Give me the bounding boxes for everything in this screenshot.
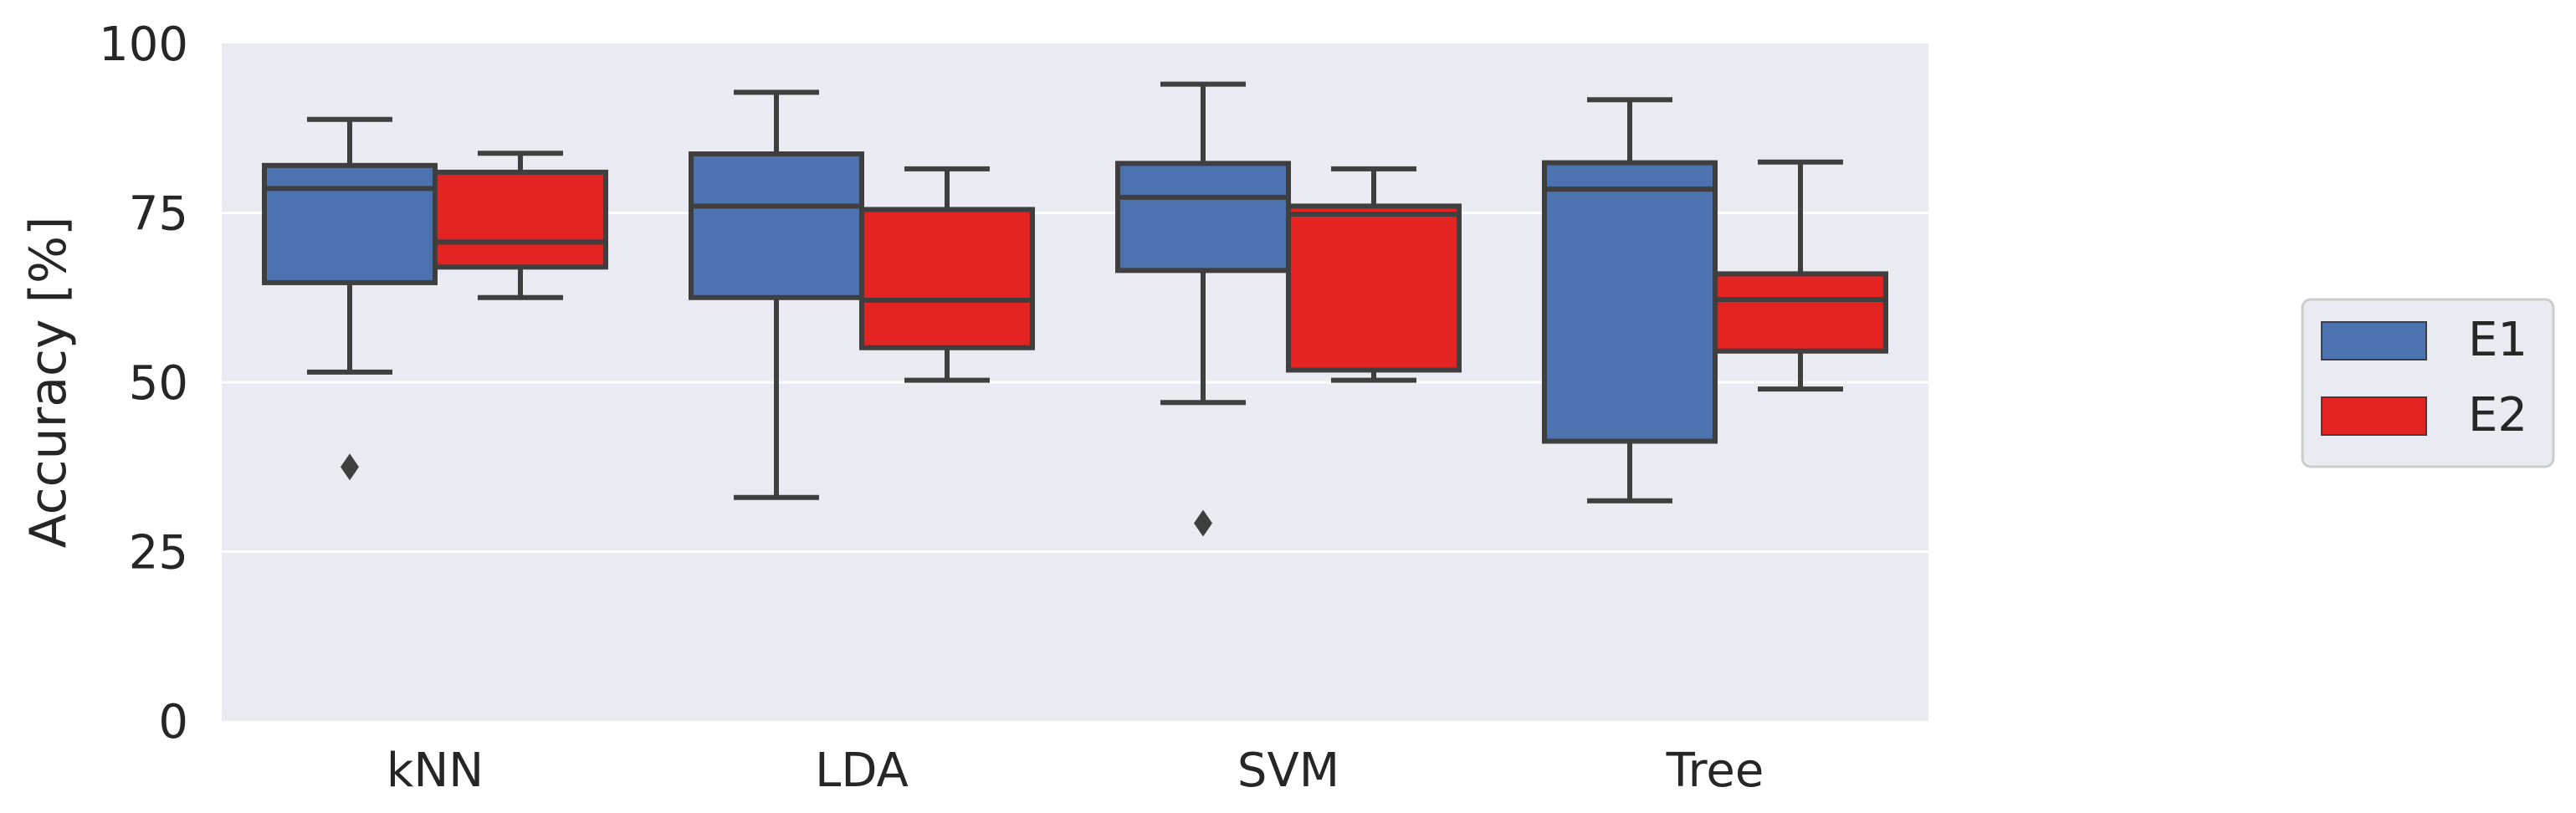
legend-swatch-e1	[2321, 321, 2427, 360]
iqr-box	[859, 207, 1035, 350]
x-tick-label-knn: kNN	[387, 744, 484, 798]
box-tree-e2	[1713, 159, 1888, 392]
legend-label-e2: E2	[2468, 388, 2527, 442]
x-tick-label-lda: LDA	[815, 744, 909, 798]
legend-swatch-e2	[2321, 396, 2427, 436]
iqr-box	[1542, 160, 1718, 444]
outlier-marker	[1194, 509, 1212, 537]
iqr-box	[1286, 203, 1462, 373]
iqr-box	[689, 151, 864, 300]
box-knn-e2	[433, 151, 608, 300]
x-tick-label-tree: Tree	[1666, 744, 1764, 798]
x-tick-labels: kNN LDA SVM Tree	[387, 744, 1764, 798]
iqr-box	[262, 162, 438, 285]
x-tick-label-svm: SVM	[1237, 744, 1339, 798]
box-tree-e1	[1542, 97, 1718, 504]
outlier-marker	[341, 453, 359, 481]
y-tick-label-75: 75	[129, 187, 188, 242]
y-tick-label-0: 0	[158, 695, 188, 749]
box-svm-e1	[1115, 81, 1291, 537]
y-tick-label-25: 25	[129, 526, 188, 580]
box-lda-e1	[689, 89, 864, 500]
box-layer	[262, 81, 1888, 537]
iqr-box	[1115, 161, 1291, 274]
legend-label-e1: E1	[2468, 313, 2527, 367]
box-svm-e2	[1286, 166, 1462, 383]
box-lda-e2	[859, 166, 1035, 383]
y-tick-label-50: 50	[129, 356, 188, 411]
iqr-box	[1713, 271, 1888, 354]
y-tick-label-100: 100	[99, 18, 188, 72]
y-axis-label: Accuracy [%]	[19, 217, 78, 549]
y-tick-labels: 0 25 50 75 100	[99, 18, 188, 749]
iqr-box	[433, 169, 608, 270]
